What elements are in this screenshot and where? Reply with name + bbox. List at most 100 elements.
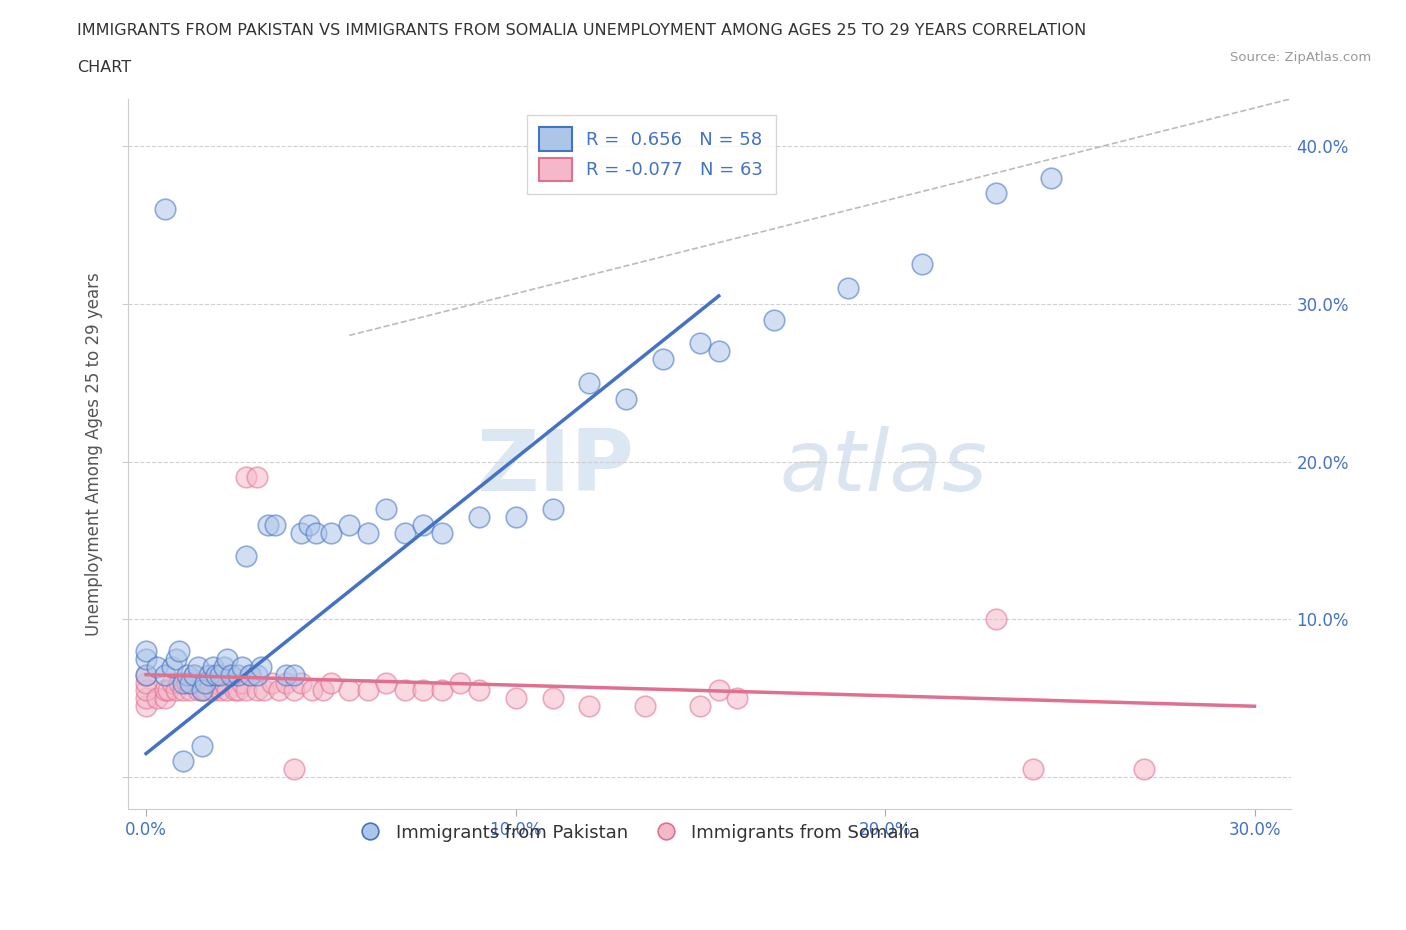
Point <box>505 691 527 706</box>
Point <box>187 683 209 698</box>
Point <box>135 667 157 682</box>
Point <box>153 683 176 698</box>
Point <box>305 525 328 540</box>
Point <box>246 683 269 698</box>
Point <box>183 667 205 682</box>
Point <box>707 683 730 698</box>
Point <box>505 510 527 525</box>
Point <box>319 525 342 540</box>
Point <box>176 667 198 682</box>
Point <box>135 651 157 666</box>
Point <box>146 659 169 674</box>
Point <box>228 683 250 698</box>
Point <box>190 675 212 690</box>
Point <box>201 659 224 674</box>
Point <box>984 186 1007 201</box>
Point <box>160 675 183 690</box>
Point <box>208 667 231 682</box>
Point <box>187 659 209 674</box>
Point <box>337 683 360 698</box>
Point <box>179 683 201 698</box>
Text: atlas: atlas <box>779 427 987 510</box>
Point <box>235 549 257 564</box>
Point <box>238 667 260 682</box>
Point <box>467 683 489 698</box>
Point <box>984 612 1007 627</box>
Point <box>153 667 176 682</box>
Point <box>375 501 398 516</box>
Text: CHART: CHART <box>77 60 131 75</box>
Point <box>205 667 228 682</box>
Text: IMMIGRANTS FROM PAKISTAN VS IMMIGRANTS FROM SOMALIA UNEMPLOYMENT AMONG AGES 25 T: IMMIGRANTS FROM PAKISTAN VS IMMIGRANTS F… <box>77 23 1087 38</box>
Point <box>837 281 859 296</box>
Text: Source: ZipAtlas.com: Source: ZipAtlas.com <box>1230 51 1371 64</box>
Point <box>276 675 298 690</box>
Point <box>172 683 194 698</box>
Point <box>269 683 291 698</box>
Point <box>212 675 235 690</box>
Point <box>190 683 212 698</box>
Point <box>249 659 271 674</box>
Point <box>312 683 335 698</box>
Point <box>160 659 183 674</box>
Point <box>1040 170 1063 185</box>
Point <box>290 525 312 540</box>
Point <box>264 517 287 532</box>
Point <box>172 675 194 690</box>
Point <box>541 501 564 516</box>
Point <box>194 675 217 690</box>
Point <box>205 675 228 690</box>
Point <box>208 683 231 698</box>
Point <box>190 683 212 698</box>
Point <box>146 691 169 706</box>
Point <box>652 352 675 366</box>
Point <box>319 675 342 690</box>
Point <box>337 517 360 532</box>
Point <box>283 667 305 682</box>
Point <box>357 525 380 540</box>
Point <box>412 683 434 698</box>
Point <box>135 683 157 698</box>
Point <box>260 675 283 690</box>
Point <box>165 651 187 666</box>
Point <box>257 517 280 532</box>
Point <box>276 667 298 682</box>
Point <box>157 683 180 698</box>
Point <box>235 470 257 485</box>
Point <box>231 675 253 690</box>
Point <box>301 683 323 698</box>
Point <box>190 738 212 753</box>
Point <box>283 762 305 777</box>
Point <box>911 257 934 272</box>
Point <box>231 659 253 674</box>
Point <box>763 312 786 327</box>
Point <box>153 691 176 706</box>
Point <box>135 644 157 658</box>
Point <box>634 698 657 713</box>
Point <box>224 683 246 698</box>
Point <box>201 683 224 698</box>
Legend: Immigrants from Pakistan, Immigrants from Somalia: Immigrants from Pakistan, Immigrants fro… <box>353 816 927 849</box>
Point <box>298 517 321 532</box>
Point <box>707 344 730 359</box>
Text: ZIP: ZIP <box>477 427 634 510</box>
Point <box>689 698 711 713</box>
Point <box>165 683 187 698</box>
Point <box>235 683 257 698</box>
Point <box>1022 762 1045 777</box>
Point <box>183 667 205 682</box>
Point <box>412 517 434 532</box>
Point <box>135 698 157 713</box>
Point <box>198 675 221 690</box>
Point <box>253 683 276 698</box>
Point <box>357 683 380 698</box>
Point <box>578 376 600 391</box>
Point <box>1132 762 1154 777</box>
Point <box>212 659 235 674</box>
Point <box>394 683 416 698</box>
Point <box>290 675 312 690</box>
Point <box>219 667 242 682</box>
Point <box>246 470 269 485</box>
Point <box>541 691 564 706</box>
Point <box>217 651 239 666</box>
